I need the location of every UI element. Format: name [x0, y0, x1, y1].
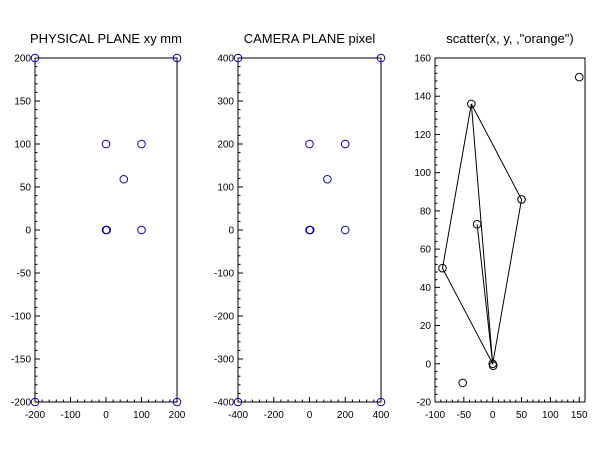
scatter-x-tick-label: 150	[571, 410, 588, 421]
scatter-data-point	[488, 361, 498, 370]
scatter-x-tick-label: 50	[516, 410, 528, 421]
plot-scatter-polygon: scatter(x, y, ,"orange") -100 -50 0 50 100 150…	[414, 31, 588, 421]
physical-y-tick-label: 0	[25, 226, 31, 237]
physical-x-tick-label: -100	[60, 410, 80, 421]
plot-camera-plane: CAMERA PLANE pixel -400 -200 0 200 400 -400 -30…	[214, 31, 390, 421]
scatter-y-tick-label: 40	[420, 283, 432, 294]
physical-data-point	[101, 139, 111, 149]
scatter-data-point	[438, 263, 447, 273]
physical-data-point	[30, 397, 40, 407]
physical-y-tick-label: 100	[14, 140, 31, 151]
camera-data-point	[340, 139, 350, 149]
scatter-x-tick-label: 100	[542, 410, 559, 421]
camera-y-tick-label: -300	[214, 355, 234, 366]
physical-y-tick-label: -150	[11, 355, 31, 366]
camera-chart-title: CAMERA PLANE pixel	[244, 31, 376, 46]
camera-y-tick-label: 300	[217, 97, 234, 108]
physical-y-tick-label: -200	[11, 398, 31, 409]
scatter-x-tick-label: -100	[425, 410, 445, 421]
scatter-series-line	[476, 224, 494, 364]
scatter-y-tick-label: 120	[414, 130, 431, 141]
scatter-series-line	[441, 103, 523, 366]
camera-data-point	[323, 174, 332, 184]
physical-y-tick-label: 50	[20, 183, 32, 194]
scatter-plot-frame	[434, 57, 586, 403]
scatter-data-point	[458, 378, 467, 388]
physical-y-tick-label: 150	[14, 97, 31, 108]
camera-data-point	[233, 53, 243, 63]
scatter-data-point	[574, 72, 584, 82]
physical-data-point	[172, 53, 182, 63]
camera-y-tick-label: 200	[217, 140, 234, 151]
physical-y-tick-label: -50	[17, 269, 32, 280]
camera-data-point	[376, 53, 386, 63]
plot-physical-plane: PHYSICAL PLANE xy mm -200 -100 0 100 200 -200 -…	[11, 31, 186, 421]
scatter-chart-title: scatter(x, y, ,"orange")	[446, 31, 573, 46]
camera-x-tick-label: -200	[264, 410, 284, 421]
camera-x-tick-label: 200	[337, 410, 354, 421]
scatter-y-tick-label: 60	[420, 245, 432, 256]
camera-data-point	[376, 397, 386, 407]
scatter-data-point	[472, 219, 482, 229]
scatter-y-tick-label: 140	[414, 92, 431, 103]
scatter-data-point	[467, 99, 476, 109]
physical-data-point	[137, 225, 146, 235]
scatter-y-tick-label: 160	[414, 54, 431, 65]
camera-data-point	[305, 225, 315, 235]
camera-y-tick-label: -100	[214, 269, 234, 280]
camera-data-point	[233, 397, 243, 407]
camera-plot-frame	[237, 57, 382, 403]
scatter-y-tick-label: 20	[420, 321, 432, 332]
physical-y-tick-label: 200	[14, 54, 31, 65]
camera-data-point	[305, 139, 314, 149]
scatter-x-tick-label: 0	[490, 410, 496, 421]
scatter-x-tick-label: -50	[457, 410, 472, 421]
camera-y-tick-label: -400	[214, 398, 234, 409]
physical-data-point	[172, 397, 182, 407]
camera-y-tick-label: 100	[217, 183, 234, 194]
physical-x-tick-label: 200	[169, 410, 186, 421]
physical-data-point	[30, 53, 40, 63]
camera-data-point	[340, 225, 350, 235]
physical-data-point	[119, 174, 129, 184]
camera-x-tick-label: 0	[307, 410, 313, 421]
scatter-y-tick-label: 0	[425, 359, 431, 370]
camera-x-tick-label: -400	[228, 410, 248, 421]
camera-y-tick-label: 0	[228, 226, 234, 237]
scatter-y-tick-label: 80	[420, 206, 432, 217]
scatter-data-point	[517, 195, 526, 204]
physical-x-tick-label: 100	[133, 410, 150, 421]
physical-plot-frame	[34, 57, 178, 403]
camera-x-tick-label: 400	[373, 410, 390, 421]
physical-data-point	[102, 225, 112, 235]
physical-y-tick-label: -100	[11, 312, 31, 323]
camera-y-tick-label: 400	[217, 54, 234, 65]
physical-x-tick-label: 0	[103, 410, 109, 421]
camera-y-tick-label: -200	[214, 312, 234, 323]
scatter-y-tick-label: -20	[417, 398, 432, 409]
physical-x-tick-label: -200	[25, 410, 45, 421]
scatter-y-tick-label: 100	[414, 168, 431, 179]
physical-chart-title: PHYSICAL PLANE xy mm	[30, 31, 182, 46]
physical-data-point	[137, 139, 146, 149]
